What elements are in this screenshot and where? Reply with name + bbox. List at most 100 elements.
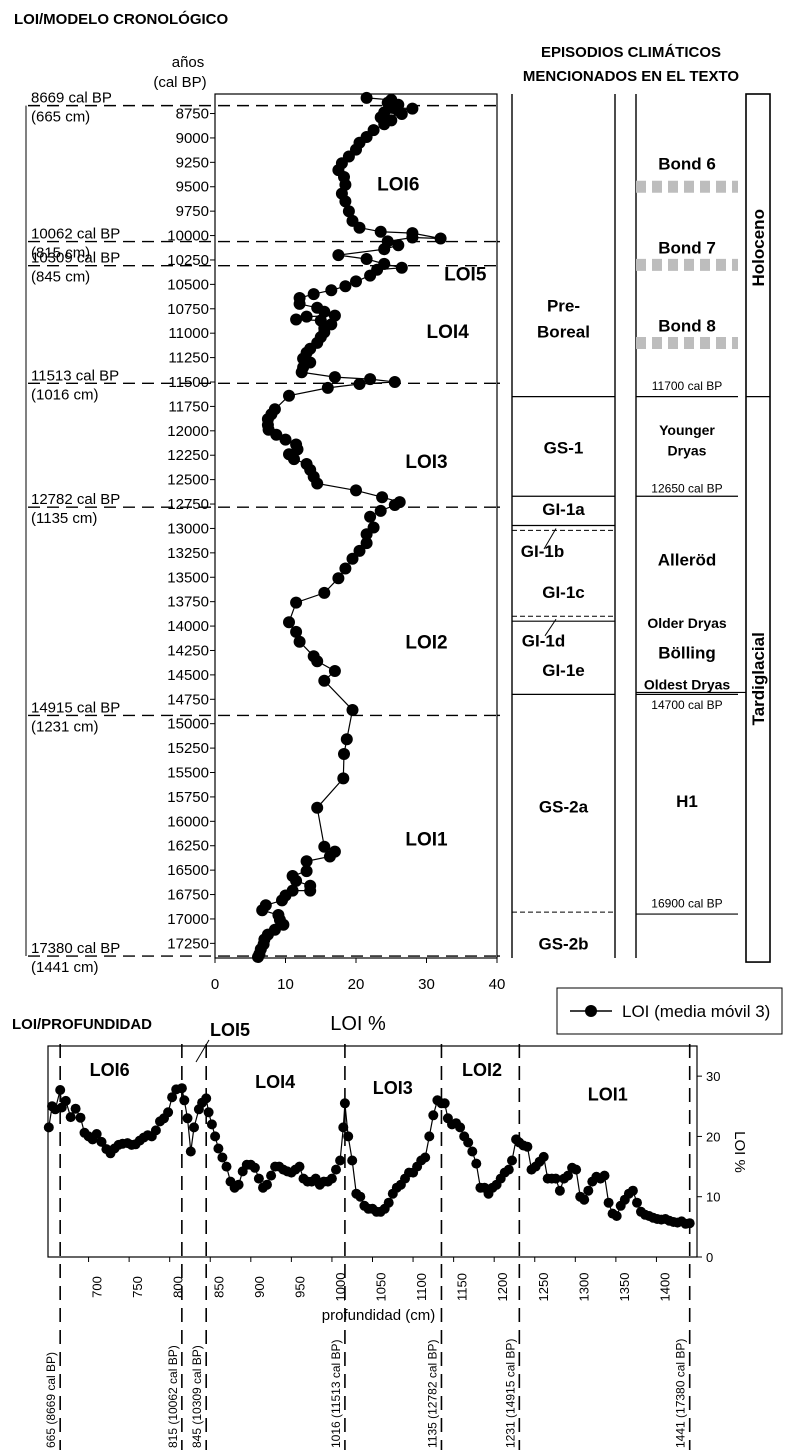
top-x-tick-label: 10: [277, 976, 294, 993]
top-zone-boundary-depth: (1016 cm): [31, 386, 99, 403]
bottom-data-point: [96, 1136, 107, 1147]
bottom-data-point: [563, 1170, 573, 1181]
bottom-data-point: [347, 1155, 358, 1166]
climate-event-label: Bölling: [658, 643, 716, 662]
top-data-point: [252, 951, 264, 963]
bottom-data-point: [185, 1146, 196, 1157]
top-y-tick-label: 17000: [167, 911, 209, 928]
top-y-tick-label: 14750: [167, 691, 209, 708]
bottom-data-point: [294, 1161, 305, 1172]
top-chart: 8750 9000 9250 9500 9750 10000 10250 10500 10750…: [25, 90, 506, 993]
top-data-point: [318, 586, 331, 599]
bottom-data-point: [203, 1107, 214, 1118]
top-y-tick-label: 13000: [167, 520, 209, 537]
bottom-zone-label: LOI4: [255, 1072, 295, 1092]
bottom-data-point: [65, 1112, 76, 1123]
climate-event-label: Oldest Dryas: [644, 677, 731, 693]
bottom-data-point: [455, 1122, 466, 1133]
top-zone-label: LOI5: [444, 264, 487, 285]
top-data-point: [376, 491, 389, 504]
top-zone-boundary-depth: (1135 cm): [31, 510, 97, 527]
climate-event-label: Dryas: [668, 442, 707, 458]
bottom-data-point: [632, 1197, 642, 1208]
top-data-point: [300, 865, 313, 878]
gi1d-pointer: [544, 618, 557, 637]
top-y-tick-label: 11250: [168, 350, 209, 367]
top-data-point: [342, 205, 355, 218]
top-y-tick-label: 12250: [167, 447, 209, 464]
bottom-chart-ylabel-top: LOI %: [330, 1013, 386, 1035]
top-data-point: [304, 884, 317, 897]
top-y-tick-label: 12750: [167, 496, 209, 513]
episode-label: GI-1c: [542, 583, 585, 602]
episode-label: Boreal: [537, 322, 590, 341]
top-data-point: [364, 510, 377, 523]
top-data-point: [318, 674, 331, 687]
top-data-point: [346, 704, 359, 716]
top-zone-boundary-age: 8669 cal BP: [31, 90, 112, 107]
episode-label: GI-1e: [542, 661, 585, 680]
top-data-point: [374, 504, 387, 517]
top-y-tick-label: 16000: [167, 813, 209, 830]
top-y-tick-label: 10250: [167, 252, 209, 269]
bottom-data-point: [179, 1095, 190, 1106]
bottom-x-tick-label: 1300: [576, 1273, 591, 1302]
legend-label: LOI (media móvil 3): [622, 1002, 770, 1021]
top-y-tick-label: 16500: [167, 862, 209, 879]
bottom-data-point: [182, 1113, 193, 1124]
bottom-data-point: [221, 1161, 232, 1172]
top-data-point: [360, 537, 373, 550]
top-y-tick-label: 15500: [167, 765, 209, 782]
top-figure-title: LOI/MODELO CRONOLÓGICO: [14, 10, 228, 28]
top-x-tick-label: 20: [348, 976, 365, 993]
top-zone-boundary-age: 10062 cal BP: [31, 226, 120, 243]
top-data-point: [321, 381, 334, 394]
top-data-point: [293, 297, 306, 310]
top-y-tick-label: 16750: [167, 887, 209, 904]
bottom-x-tick-label: 1250: [536, 1273, 551, 1302]
bottom-x-tick-label: 900: [252, 1276, 267, 1298]
top-data-point: [311, 477, 324, 490]
bottom-data-point: [503, 1164, 514, 1175]
top-data-point: [353, 221, 366, 234]
bottom-data-point: [213, 1143, 224, 1154]
top-y-tick-label: 15250: [167, 740, 209, 757]
epoch-label: Holoceno: [749, 209, 768, 286]
bottom-zone-boundary-label: 845 (10309 cal BP): [190, 1345, 204, 1448]
top-y-tick-label: 13500: [167, 569, 209, 586]
loi5-callout-pointer: [195, 1039, 210, 1063]
bottom-zone-boundary-label: 1231 (14915 cal BP): [503, 1339, 517, 1448]
episode-label: GS-2b: [538, 934, 588, 953]
top-x-tick-label: 40: [489, 976, 506, 993]
top-zone-boundary-age: 12782 cal BP: [31, 491, 120, 508]
bottom-zone-boundary-label: 1016 (11513 cal BP): [329, 1339, 343, 1448]
bottom-data-point: [163, 1107, 174, 1118]
top-data-point: [288, 453, 300, 466]
top-data-point: [332, 249, 345, 262]
bottom-data-point: [355, 1191, 366, 1202]
bottom-data-point: [253, 1173, 264, 1184]
climate-event-label: 11700 cal BP: [652, 379, 723, 393]
top-data-point: [318, 840, 331, 853]
bottom-data-point: [189, 1122, 199, 1133]
climate-event-label: Bond 8: [658, 316, 716, 335]
bottom-x-tick-label: 800: [171, 1276, 186, 1298]
climate-event-label: 14700 cal BP: [651, 698, 722, 712]
bottom-x-tick-label: 1100: [414, 1273, 429, 1301]
top-y-tick-label: 14250: [167, 642, 209, 659]
top-y-tick-label: 13750: [167, 594, 209, 611]
bottom-data-point: [463, 1137, 474, 1148]
top-data-point: [290, 313, 303, 326]
top-data-point: [300, 310, 313, 323]
top-y-tick-label: 10000: [167, 228, 209, 245]
top-data-point: [283, 389, 295, 402]
bottom-data-point: [538, 1151, 549, 1162]
episode-label: GI-1b: [521, 542, 564, 561]
top-zone-boundary-depth: (815 cm): [31, 245, 90, 262]
bottom-data-point: [167, 1092, 178, 1103]
top-zone-label: LOI3: [405, 452, 447, 473]
top-zone-label: LOI6: [377, 175, 419, 196]
bottom-data-point: [249, 1162, 260, 1173]
bottom-data-point: [439, 1098, 450, 1109]
